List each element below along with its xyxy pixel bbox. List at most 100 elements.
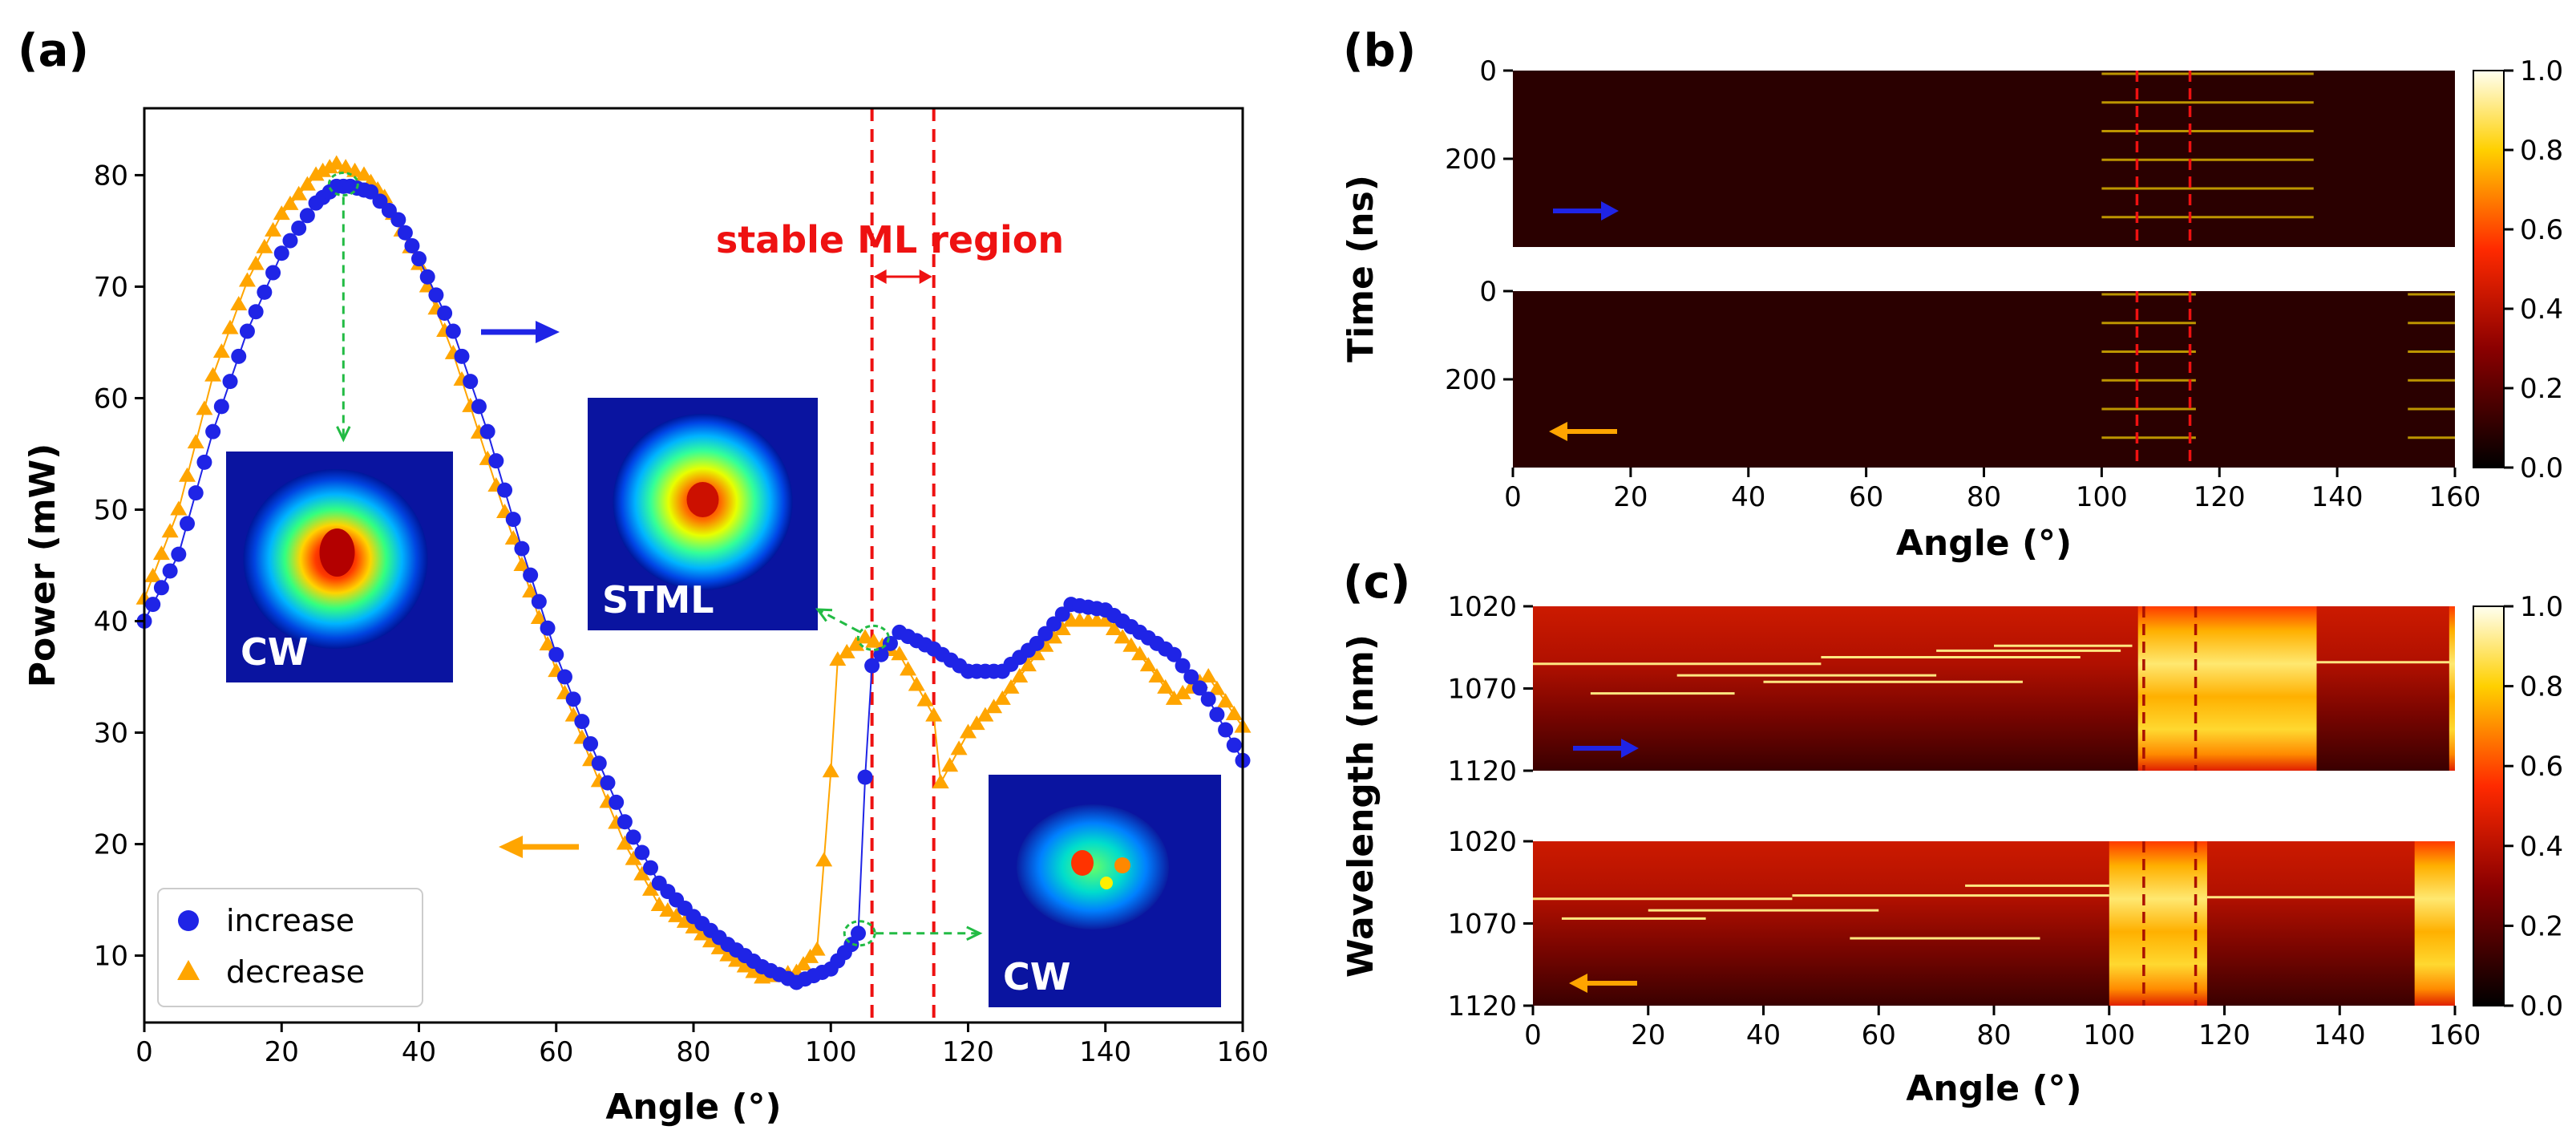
data-point-decrease (641, 881, 659, 896)
data-point-increase (514, 541, 530, 557)
data-point-increase (1029, 635, 1045, 651)
x-tick-label: 0 (1504, 481, 1522, 513)
data-point-increase (419, 269, 435, 285)
panel-label-b: (b) (1343, 25, 1416, 77)
x-tick-label: 100 (2083, 1019, 2135, 1051)
spectrum-heatmap-decrease: 1020 1070 1120 (1447, 826, 2455, 1023)
chart-b: 0 200 0 200 0 20 40 60 80 100 120 140 160 Angle (°) Ti… (1341, 55, 2563, 564)
broadband-spectrum (2137, 606, 2317, 771)
data-point-decrease (1199, 668, 1217, 683)
data-point-increase (583, 735, 599, 751)
data-point-increase (231, 348, 247, 364)
data-point-increase (505, 512, 521, 528)
colorbar-tick-label: 0.6 (2520, 214, 2563, 246)
data-point-decrease (221, 319, 239, 334)
data-point-decrease (795, 956, 812, 971)
data-point-increase (205, 423, 221, 439)
data-point-increase (1046, 616, 1062, 632)
panel-label-c: (c) (1343, 557, 1410, 609)
data-point-decrease (950, 740, 968, 755)
panel-label-a: (a) (18, 25, 89, 77)
data-point-increase (437, 305, 453, 321)
data-point-decrease (838, 643, 855, 658)
data-point-increase (273, 245, 289, 261)
y-tick-label: 70 (94, 271, 128, 303)
series-decrease (135, 155, 1252, 984)
increase-direction-arrowhead (1621, 739, 1639, 758)
data-point-increase (265, 265, 281, 281)
x-tick-label: 40 (1731, 481, 1765, 513)
y-tick-label: 1020 (1447, 826, 1517, 858)
data-point-decrease (908, 676, 925, 691)
y-tick-label: 50 (94, 494, 128, 526)
speckle-hotspot (1071, 850, 1094, 876)
broadband-spectrum (2414, 841, 2455, 1006)
decrease-direction-arrowhead (1549, 422, 1567, 441)
data-point-increase (851, 925, 866, 942)
y-tick-label: 80 (94, 160, 128, 192)
data-point-increase (556, 669, 572, 685)
data-point-decrease (822, 763, 839, 778)
data-point-increase (471, 399, 487, 415)
chart-a-series (135, 155, 1252, 990)
data-point-decrease (668, 907, 685, 922)
data-point-increase (497, 482, 513, 498)
x-tick-label: 120 (942, 1036, 994, 1068)
data-point-increase (363, 184, 379, 200)
colorbar-tick-label: 0.2 (2520, 910, 2563, 942)
data-point-decrease (161, 523, 179, 538)
data-point-decrease (993, 690, 1011, 705)
spectrum-heatmap-increase: 1020 1070 1120 (1447, 591, 2455, 788)
chart-c-ylabel: Wavelength (nm) (1341, 634, 1381, 978)
data-point-decrease (891, 646, 908, 661)
time-heatmap-decrease: 0 200 (1445, 276, 2455, 468)
highlight-circle (327, 172, 359, 197)
legend-label-decrease: decrease (226, 954, 365, 990)
colorbar-tick-label: 0.8 (2520, 671, 2563, 703)
data-point-decrease (865, 633, 883, 648)
chart-b-xaxis: 0 20 40 60 80 100 120 140 160 (1504, 468, 2481, 513)
data-point-decrease (719, 946, 737, 962)
data-point-decrease (256, 238, 273, 253)
beam-profile-insets: CW STML CW (226, 398, 1221, 1007)
data-point-increase (463, 374, 479, 390)
y-tick-label: 1120 (1447, 755, 1517, 788)
inset-cw-spot: CW (226, 452, 453, 682)
data-point-increase (479, 423, 495, 439)
data-point-decrease (187, 434, 204, 449)
data-point-decrease (815, 852, 833, 867)
data-point-increase (390, 212, 406, 228)
x-tick-label: 20 (265, 1036, 299, 1068)
data-point-decrease (298, 176, 316, 191)
y-tick-label: 1070 (1447, 909, 1517, 941)
chart-c-xlabel: Angle (°) (1906, 1068, 2081, 1109)
x-tick-label: 120 (2194, 481, 2246, 513)
data-point-decrease (1097, 612, 1114, 627)
chart-b-xlabel: Angle (°) (1896, 523, 2072, 564)
increase-direction-arrowhead (1601, 201, 1619, 221)
data-point-increase (145, 597, 161, 613)
increase-direction-arrow-head (536, 321, 560, 343)
heatmap-background (1533, 841, 2455, 1006)
data-point-decrease (273, 205, 290, 221)
data-point-decrease (539, 636, 556, 651)
data-point-increase (162, 563, 178, 579)
x-tick-label: 80 (1976, 1019, 2011, 1051)
inset-label: CW (1003, 955, 1071, 998)
legend-marker-decrease (177, 960, 200, 980)
data-point-increase (625, 829, 641, 845)
colorbar-tick-label: 0.0 (2520, 452, 2563, 484)
data-point-increase (404, 237, 420, 253)
data-point-increase (531, 593, 547, 609)
data-point-decrease (985, 699, 1003, 714)
y-tick-label: 40 (94, 606, 128, 638)
data-point-increase (574, 714, 590, 730)
colorbar-tick-label: 0.4 (2520, 294, 2563, 326)
data-point-decrease (1165, 690, 1183, 705)
y-tick-label: 30 (94, 718, 128, 750)
data-point-decrease (314, 162, 332, 177)
data-point-decrease (745, 963, 762, 978)
stable-ml-region-label: stable ML region (716, 218, 1064, 261)
chart-b-colorbar: 0.0 0.2 0.4 0.6 0.8 1.0 (2473, 55, 2563, 484)
data-point-increase (1054, 606, 1070, 622)
